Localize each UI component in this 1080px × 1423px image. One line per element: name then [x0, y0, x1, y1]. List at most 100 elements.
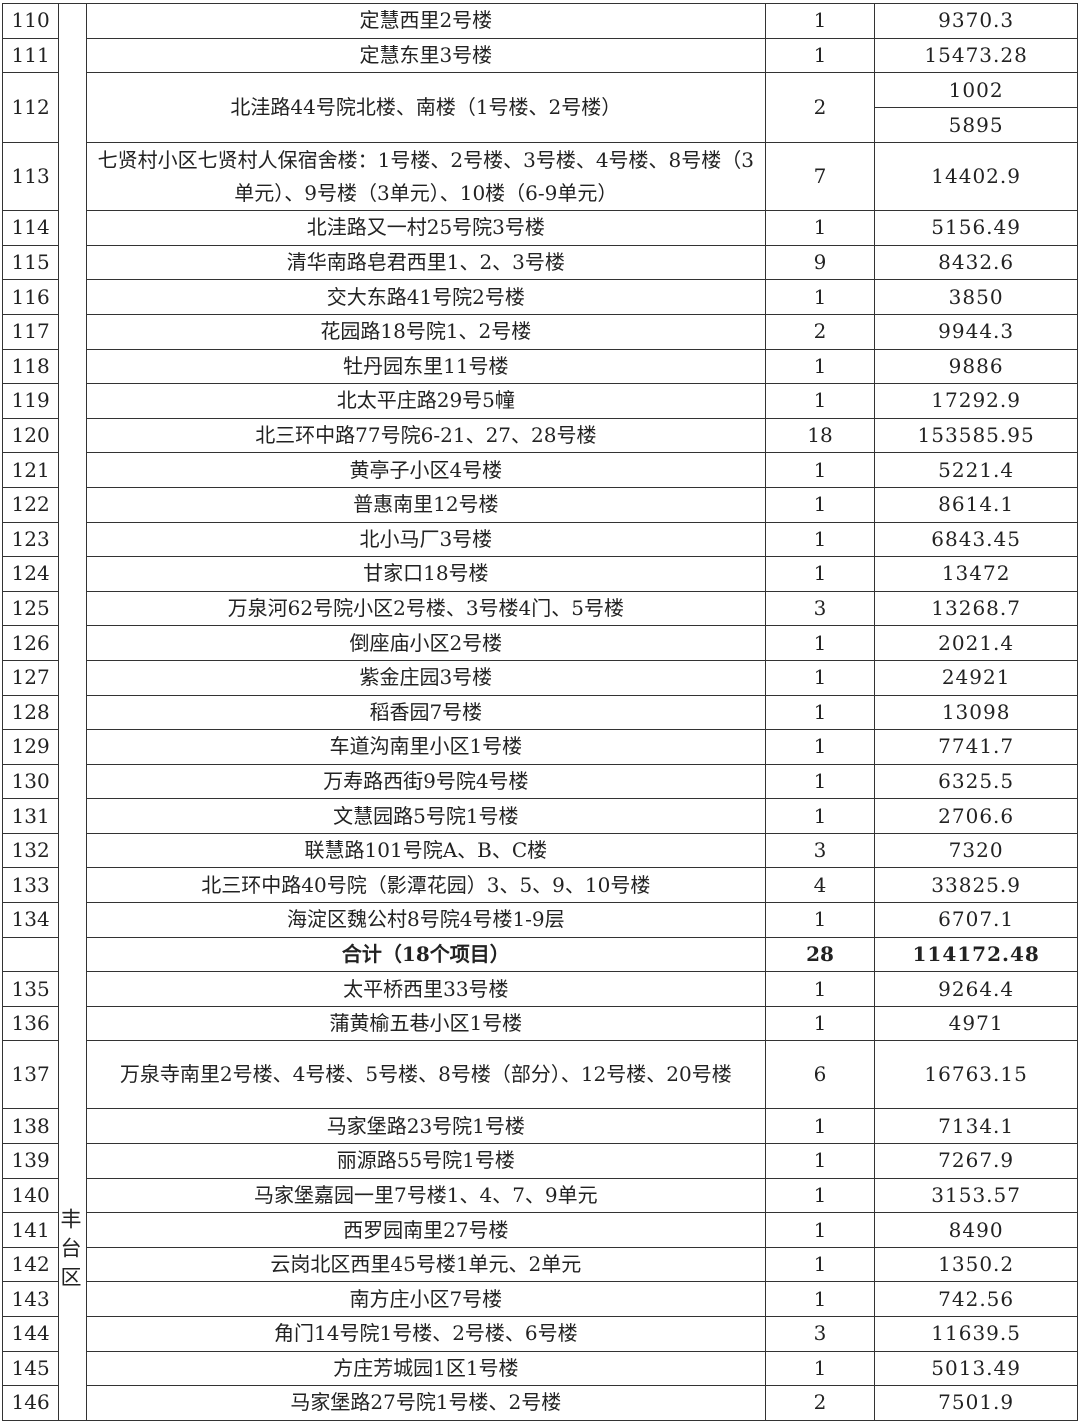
project-name: 云岗北区西里45号楼1单元、2单元	[85, 1246, 766, 1283]
building-count: 1	[764, 383, 876, 419]
row-number: 122	[1, 486, 60, 523]
table-row: 144 角门14号院1号楼、2号楼、6号楼 3 11639.5	[1, 1316, 1078, 1352]
row-number: 141	[1, 1212, 60, 1248]
table-row: 119 北太平庄路29号5幢 1 17292.9	[1, 383, 1078, 419]
table-row: 116 交大东路41号院2号楼 1 3850	[1, 279, 1078, 315]
table-row: 136 蒲黄榆五巷小区1号楼 1 4971	[1, 1005, 1078, 1042]
area-value: 3153.57	[874, 1177, 1078, 1214]
area-value: 11639.5	[874, 1316, 1078, 1352]
project-name: 定慧东里3号楼	[85, 37, 766, 74]
building-count: 1	[764, 1212, 876, 1248]
table-row: 133 北三环中路40号院（影潭花园）3、5、9、10号楼 4 33825.9	[1, 867, 1078, 904]
row-number: 128	[1, 694, 60, 731]
row-number: 143	[1, 1281, 60, 1317]
building-count: 1	[764, 348, 876, 385]
project-name: 海淀区魏公村8号院4号楼1-9层	[85, 902, 766, 938]
table-row: 143 南方庄小区7号楼 1 742.56	[1, 1281, 1078, 1317]
row-number: 123	[1, 521, 60, 558]
area-value: 24921	[874, 659, 1078, 696]
area-value: 3850	[874, 279, 1078, 315]
building-count: 6	[764, 1040, 876, 1110]
building-count: 1	[764, 1281, 876, 1317]
row-number: 133	[1, 867, 60, 904]
project-name: 丽源路55号院1号楼	[85, 1143, 766, 1179]
building-count: 7	[764, 142, 876, 212]
building-count: 1	[764, 763, 876, 800]
area-value: 33825.9	[874, 867, 1078, 904]
building-count: 1	[764, 3, 876, 39]
table-row: 123 北小马厂3号楼 1 6843.45	[1, 521, 1078, 558]
row-number: 116	[1, 279, 60, 315]
area-value: 9944.3	[874, 313, 1078, 350]
table-row: 124 甘家口18号楼 1 13472	[1, 556, 1078, 592]
project-name: 车道沟南里小区1号楼	[85, 729, 766, 765]
row-number: 140	[1, 1177, 60, 1214]
area-value: 742.56	[874, 1281, 1078, 1317]
area-value: 2706.6	[874, 798, 1078, 834]
building-count: 1	[764, 902, 876, 938]
area-value: 5895	[874, 107, 1078, 144]
area-value: 5221.4	[874, 452, 1078, 488]
project-name: 太平桥西里33号楼	[85, 971, 766, 1007]
building-count: 1	[764, 1177, 876, 1214]
row-number: 139	[1, 1143, 60, 1179]
project-name: 北小马厂3号楼	[85, 521, 766, 558]
area-value: 15473.28	[874, 37, 1078, 74]
row-number: 125	[1, 590, 60, 627]
area-value: 7501.9	[874, 1385, 1078, 1421]
area-value: 6843.45	[874, 521, 1078, 558]
table-row: 122 普惠南里12号楼 1 8614.1	[1, 486, 1078, 523]
row-number: 120	[1, 417, 60, 454]
area-value: 7320	[874, 832, 1078, 869]
building-count: 1	[764, 452, 876, 488]
project-name: 方庄芳城园1区1号楼	[85, 1350, 766, 1387]
table-row: 141 西罗园南里27号楼 1 8490	[1, 1212, 1078, 1248]
total-row: 合计（18个项目） 28 114172.48	[1, 936, 1078, 973]
table-row: 126 倒座庙小区2号楼 1 2021.4	[1, 625, 1078, 661]
building-count: 2	[764, 72, 876, 144]
project-name: 马家堡路27号院1号楼、2号楼	[85, 1385, 766, 1421]
area-value: 8432.6	[874, 244, 1078, 281]
row-number: 137	[1, 1040, 60, 1110]
building-count: 18	[764, 417, 876, 454]
building-count: 1	[764, 1350, 876, 1387]
row-number: 124	[1, 556, 60, 592]
table-row: 115 清华南路皂君西里1、2、3号楼 9 8432.6	[1, 244, 1078, 281]
project-name: 角门14号院1号楼、2号楼、6号楼	[85, 1316, 766, 1352]
building-count: 1	[764, 798, 876, 834]
building-count: 2	[764, 313, 876, 350]
table-row: 142 云岗北区西里45号楼1单元、2单元 1 1350.2	[1, 1246, 1078, 1283]
area-value: 13472	[874, 556, 1078, 592]
project-name: 黄亭子小区4号楼	[85, 452, 766, 488]
table-row: 137 万泉寺南里2号楼、4号楼、5号楼、8号楼（部分）、12号楼、20号楼 6 16…	[1, 1040, 1078, 1110]
area-value: 13268.7	[874, 590, 1078, 627]
area-value: 1002	[874, 72, 1078, 109]
table-row: 110 丰台区 定慧西里2号楼 1 9370.3	[1, 3, 1078, 1421]
row-number: 115	[1, 244, 60, 281]
building-count: 3	[764, 590, 876, 627]
project-name: 倒座庙小区2号楼	[85, 625, 766, 661]
row-number: 131	[1, 798, 60, 834]
project-name: 北洼路44号院北楼、南楼（1号楼、2号楼）	[85, 72, 766, 144]
row-number: 138	[1, 1108, 60, 1145]
area-value: 8490	[874, 1212, 1078, 1248]
building-count: 1	[764, 694, 876, 731]
building-count: 1	[764, 279, 876, 315]
project-name: 北三环中路40号院（影潭花园）3、5、9、10号楼	[85, 867, 766, 904]
table-subrow: 5895	[3, 107, 1078, 144]
table-row: 113 七贤村小区七贤村人保宿舍楼：1号楼、2号楼、3号楼、4号楼、8号楼（3单元…	[1, 142, 1078, 212]
area-value: 13098	[874, 694, 1078, 731]
table-row: 118 牡丹园东里11号楼 1 9886	[1, 348, 1078, 385]
project-name: 蒲黄榆五巷小区1号楼	[85, 1005, 766, 1042]
row-number: 126	[1, 625, 60, 661]
table-row: 131 文慧园路5号院1号楼 1 2706.6	[1, 798, 1078, 834]
row-number	[1, 936, 60, 973]
row-number: 129	[1, 729, 60, 765]
building-count: 1	[764, 556, 876, 592]
project-name: 紫金庄园3号楼	[85, 659, 766, 696]
building-count: 4	[764, 867, 876, 904]
project-name: 牡丹园东里11号楼	[85, 348, 766, 385]
table-row: 121 黄亭子小区4号楼 1 5221.4	[1, 452, 1078, 488]
row-number: 146	[1, 1385, 60, 1421]
table-body: 110 丰台区 定慧西里2号楼 1 9370.3 111 定慧东里3号楼 1 15473.28 1…	[1, 3, 1078, 1421]
